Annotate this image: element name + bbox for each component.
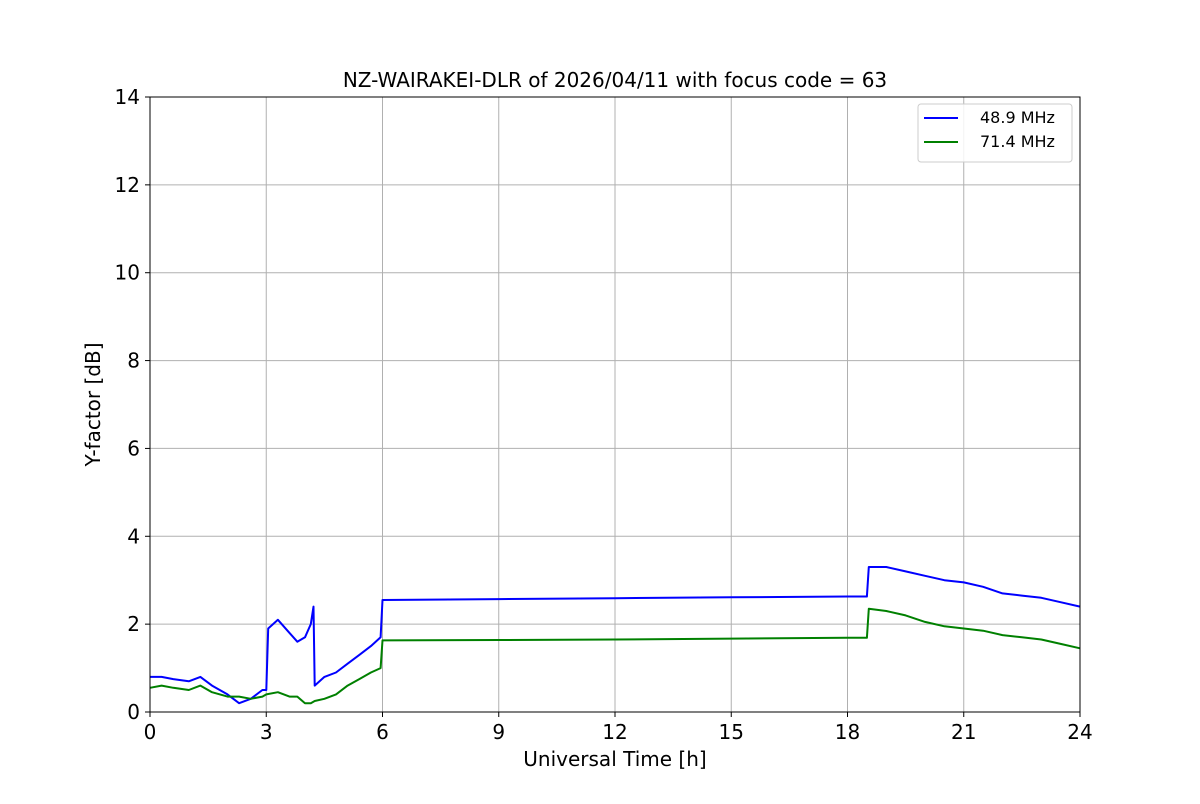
x-tick-label: 9 [492,720,505,744]
chart-title: NZ-WAIRAKEI-DLR of 2026/04/11 with focus… [343,68,887,92]
series-line-1 [149,607,1081,705]
y-axis-label: Y-factor [dB] [81,342,105,467]
series-group [149,566,1081,705]
legend: 48.9 MHz 71.4 MHz [917,103,1073,163]
x-tick-label: 18 [835,720,860,744]
y-tick-label: 2 [127,612,140,636]
y-tick-label: 12 [115,173,140,197]
x-tick-label: 24 [1067,720,1092,744]
y-tick-label: 6 [127,436,140,460]
legend-label: 71.4 MHz [980,132,1055,151]
x-axis-label: Universal Time [h] [523,747,706,771]
x-tick-label: 6 [376,720,389,744]
grid [150,97,1080,712]
y-tick-label: 4 [127,524,140,548]
y-tick-label: 0 [127,700,140,724]
x-tick-label: 21 [951,720,976,744]
y-tick-label: 8 [127,349,140,373]
x-tick-label: 0 [144,720,157,744]
y-tick-label: 10 [115,261,140,285]
x-tick-label: 12 [602,720,627,744]
x-tick-label: 15 [719,720,744,744]
y-tick-label: 14 [115,85,140,109]
x-tick-label: 3 [260,720,273,744]
series-line-0 [150,566,1081,705]
legend-label: 48.9 MHz [980,108,1055,127]
